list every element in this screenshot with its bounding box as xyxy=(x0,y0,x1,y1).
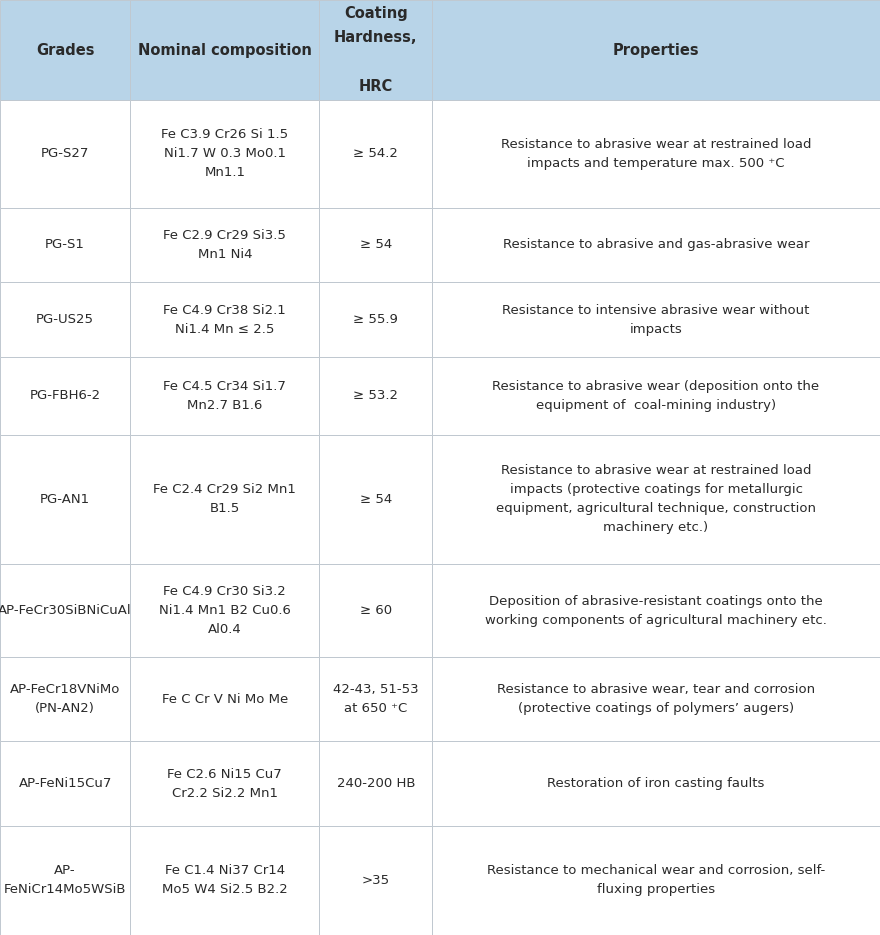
Text: Fe C4.9 Cr38 Si2.1
Ni1.4 Mn ≤ 2.5: Fe C4.9 Cr38 Si2.1 Ni1.4 Mn ≤ 2.5 xyxy=(164,304,286,336)
Text: Restoration of iron casting faults: Restoration of iron casting faults xyxy=(547,777,765,790)
Bar xyxy=(0,208,130,282)
Text: Grades: Grades xyxy=(36,42,94,58)
Text: >35: >35 xyxy=(362,874,390,886)
Bar xyxy=(432,282,880,357)
Text: PG-AN1: PG-AN1 xyxy=(40,493,90,506)
Bar xyxy=(130,741,319,826)
Text: AP-FeCr30SiBNiCuAl: AP-FeCr30SiBNiCuAl xyxy=(0,604,132,617)
Bar xyxy=(130,0,319,100)
Bar xyxy=(432,357,880,435)
Text: Nominal composition: Nominal composition xyxy=(138,42,312,58)
Bar xyxy=(130,564,319,657)
Bar xyxy=(130,657,319,741)
Text: ≥ 53.2: ≥ 53.2 xyxy=(353,390,399,402)
Text: Resistance to abrasive wear at restrained load
impacts (protective coatings for : Resistance to abrasive wear at restraine… xyxy=(496,465,816,534)
Bar xyxy=(0,357,130,435)
Bar xyxy=(130,826,319,935)
Text: Coating
Hardness,

HRC: Coating Hardness, HRC xyxy=(334,6,417,94)
Bar xyxy=(130,282,319,357)
Bar xyxy=(319,564,432,657)
Text: Fe C Cr V Ni Mo Me: Fe C Cr V Ni Mo Me xyxy=(162,693,288,706)
Bar xyxy=(130,208,319,282)
Text: Fe C4.5 Cr34 Si1.7
Mn2.7 B1.6: Fe C4.5 Cr34 Si1.7 Mn2.7 B1.6 xyxy=(164,380,286,412)
Text: Fe C2.9 Cr29 Si3.5
Mn1 Ni4: Fe C2.9 Cr29 Si3.5 Mn1 Ni4 xyxy=(164,229,286,261)
Text: Resistance to abrasive wear, tear and corrosion
(protective coatings of polymers: Resistance to abrasive wear, tear and co… xyxy=(497,683,815,715)
Bar xyxy=(0,0,130,100)
Bar xyxy=(319,100,432,208)
Bar xyxy=(0,100,130,208)
Bar xyxy=(432,826,880,935)
Text: ≥ 54: ≥ 54 xyxy=(360,493,392,506)
Text: ≥ 54: ≥ 54 xyxy=(360,238,392,252)
Bar xyxy=(319,741,432,826)
Bar xyxy=(0,564,130,657)
Text: PG-S27: PG-S27 xyxy=(41,148,89,160)
Text: Fe C1.4 Ni37 Cr14
Mo5 W4 Si2.5 B2.2: Fe C1.4 Ni37 Cr14 Mo5 W4 Si2.5 B2.2 xyxy=(162,864,288,897)
Bar xyxy=(130,435,319,564)
Bar xyxy=(432,0,880,100)
Bar xyxy=(432,564,880,657)
Bar xyxy=(319,435,432,564)
Bar xyxy=(319,357,432,435)
Text: AP-
FeNiCr14Mo5WSiB: AP- FeNiCr14Mo5WSiB xyxy=(4,864,127,897)
Bar xyxy=(130,100,319,208)
Text: PG-FBH6-2: PG-FBH6-2 xyxy=(30,390,100,402)
Bar xyxy=(432,100,880,208)
Text: Properties: Properties xyxy=(612,42,700,58)
Text: Resistance to abrasive and gas-abrasive wear: Resistance to abrasive and gas-abrasive … xyxy=(502,238,810,252)
Bar xyxy=(319,282,432,357)
Bar xyxy=(0,435,130,564)
Bar xyxy=(319,657,432,741)
Bar xyxy=(0,657,130,741)
Text: Resistance to mechanical wear and corrosion, self-
fluxing properties: Resistance to mechanical wear and corros… xyxy=(487,864,825,897)
Text: ≥ 54.2: ≥ 54.2 xyxy=(354,148,398,160)
Text: PG-S1: PG-S1 xyxy=(45,238,85,252)
Bar xyxy=(319,208,432,282)
Text: Resistance to abrasive wear at restrained load
impacts and temperature max. 500 : Resistance to abrasive wear at restraine… xyxy=(501,137,811,170)
Text: 240-200 HB: 240-200 HB xyxy=(336,777,415,790)
Text: Deposition of abrasive-resistant coatings onto the
working components of agricul: Deposition of abrasive-resistant coating… xyxy=(485,595,827,626)
Bar xyxy=(432,657,880,741)
Bar xyxy=(0,741,130,826)
Text: ≥ 60: ≥ 60 xyxy=(360,604,392,617)
Bar xyxy=(319,826,432,935)
Text: AP-FeNi15Cu7: AP-FeNi15Cu7 xyxy=(18,777,112,790)
Text: Resistance to abrasive wear (deposition onto the
equipment of  coal-mining indus: Resistance to abrasive wear (deposition … xyxy=(493,380,819,412)
Bar xyxy=(0,826,130,935)
Text: Fe C2.4 Cr29 Si2 Mn1
B1.5: Fe C2.4 Cr29 Si2 Mn1 B1.5 xyxy=(153,483,297,515)
Bar xyxy=(432,435,880,564)
Text: PG-US25: PG-US25 xyxy=(36,313,94,326)
Bar xyxy=(0,282,130,357)
Text: AP-FeCr18VNiMo
(PN-AN2): AP-FeCr18VNiMo (PN-AN2) xyxy=(10,683,121,715)
Bar xyxy=(432,208,880,282)
Bar xyxy=(432,741,880,826)
Text: ≥ 55.9: ≥ 55.9 xyxy=(354,313,398,326)
Text: Resistance to intensive abrasive wear without
impacts: Resistance to intensive abrasive wear wi… xyxy=(502,304,810,336)
Bar xyxy=(130,357,319,435)
Text: Fe C4.9 Cr30 Si3.2
Ni1.4 Mn1 B2 Cu0.6
Al0.4: Fe C4.9 Cr30 Si3.2 Ni1.4 Mn1 B2 Cu0.6 Al… xyxy=(159,585,290,636)
Text: Fe C2.6 Ni15 Cu7
Cr2.2 Si2.2 Mn1: Fe C2.6 Ni15 Cu7 Cr2.2 Si2.2 Mn1 xyxy=(167,768,282,799)
Bar xyxy=(319,0,432,100)
Text: Fe C3.9 Cr26 Si 1.5
Ni1.7 W 0.3 Mo0.1
Mn1.1: Fe C3.9 Cr26 Si 1.5 Ni1.7 W 0.3 Mo0.1 Mn… xyxy=(161,128,289,180)
Text: 42-43, 51-53
at 650 ⁺C: 42-43, 51-53 at 650 ⁺C xyxy=(333,683,419,715)
